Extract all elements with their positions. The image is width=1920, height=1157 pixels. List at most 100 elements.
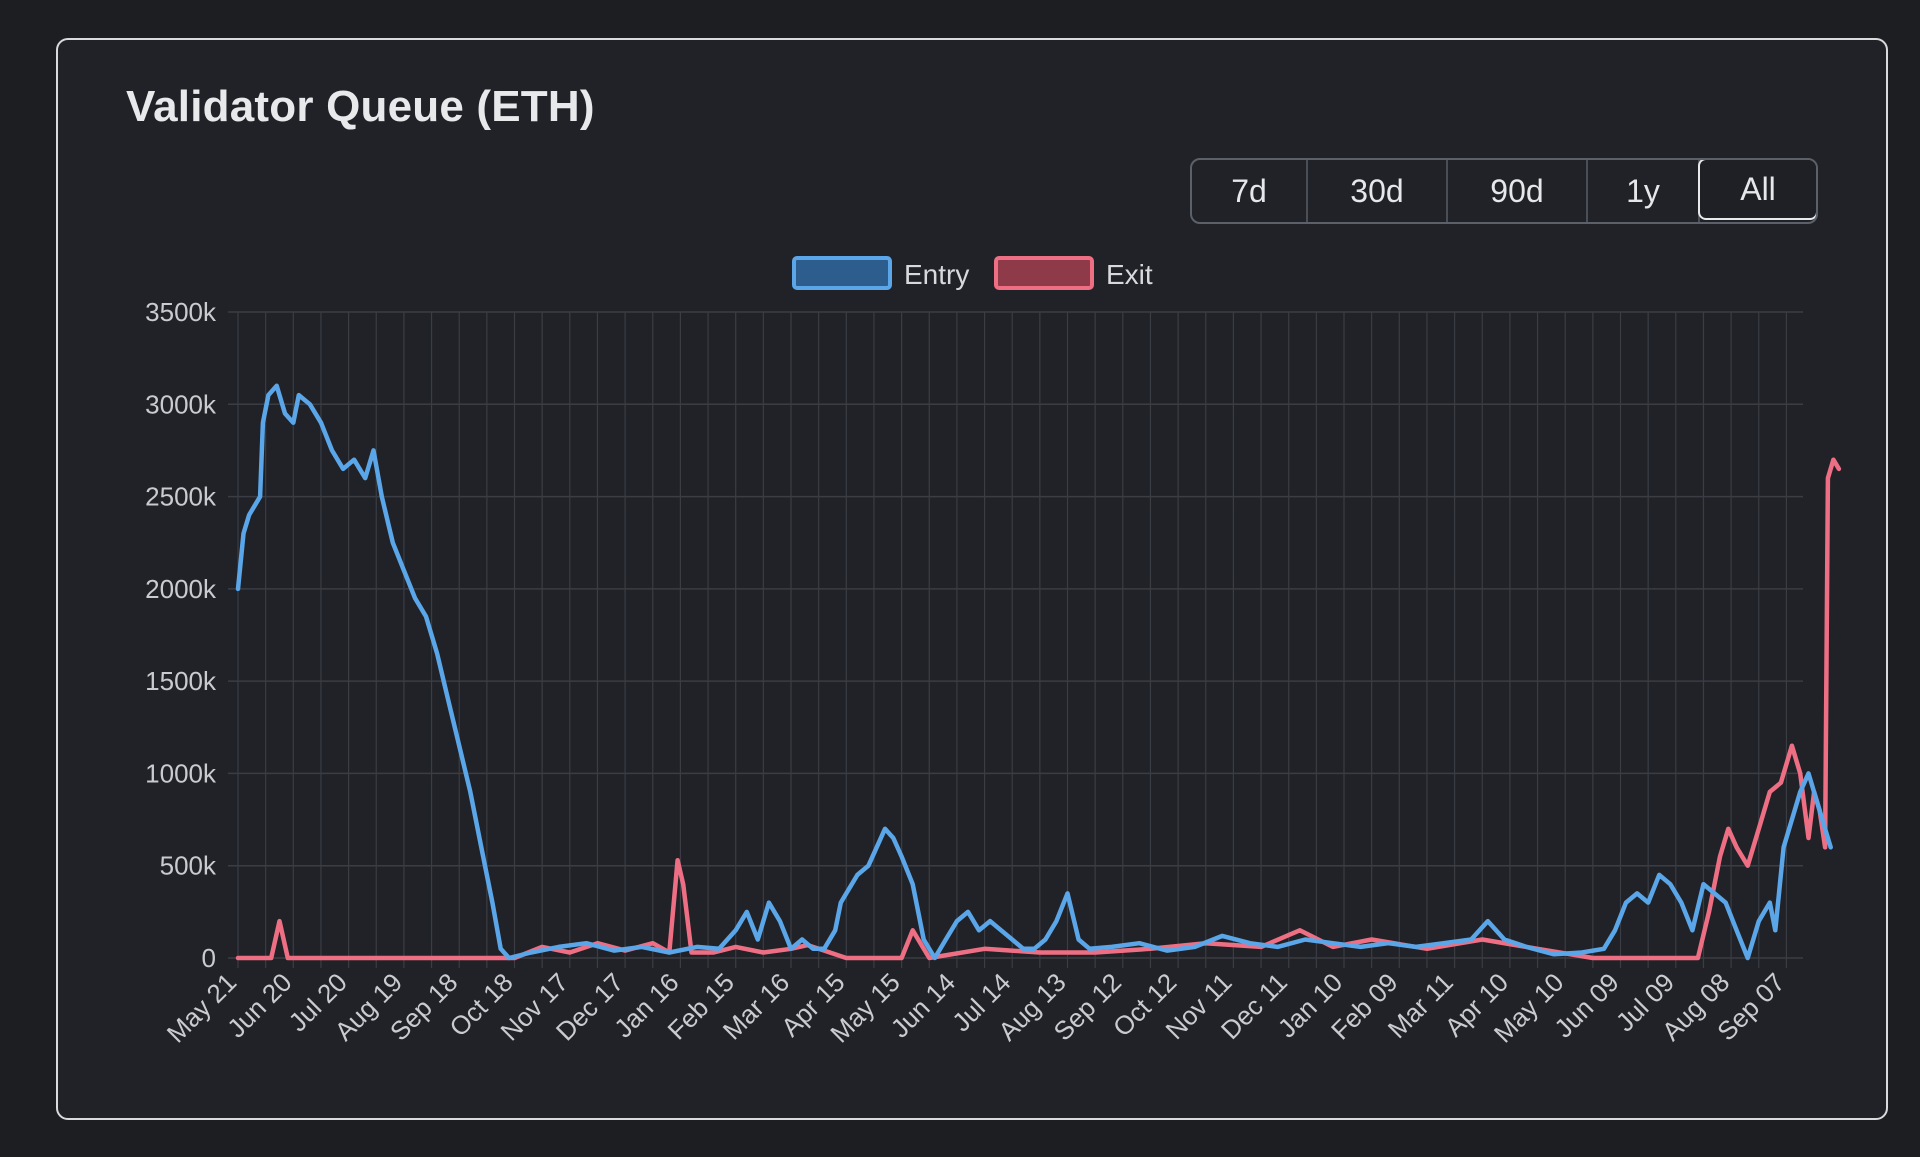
data-point-entry	[1276, 945, 1280, 949]
x-tick-label: Jun 09	[1548, 967, 1624, 1043]
data-point-entry	[839, 901, 843, 905]
x-tick-label: May 21	[161, 967, 243, 1049]
range-all-button[interactable]: All	[1698, 160, 1816, 220]
data-point-exit	[1779, 781, 1783, 785]
data-point-entry	[933, 956, 937, 960]
data-point-entry	[1657, 873, 1661, 877]
data-point-entry	[457, 744, 461, 748]
data-point-entry	[900, 855, 904, 858]
validator-queue-chart: Entry Exit 0 500k 1000k 1500k 2000k 2500k 3000k…	[145, 256, 1842, 1049]
chart-legend: Entry Exit	[792, 256, 1153, 290]
data-point-entry	[1702, 882, 1705, 886]
data-point-exit	[1726, 827, 1730, 831]
data-point-entry	[1010, 938, 1014, 941]
data-point-exit	[927, 956, 931, 960]
data-point-entry	[1331, 941, 1335, 945]
data-point-entry	[1829, 845, 1833, 849]
data-point-entry	[612, 949, 616, 953]
y-axis: 0 500k 1000k 1500k 2000k 2500k 3000k 3500k	[145, 297, 217, 973]
data-point-entry	[911, 882, 915, 886]
data-point-entry	[1165, 949, 1169, 953]
data-point-entry	[391, 541, 395, 545]
data-point-entry	[363, 476, 367, 480]
data-point-entry	[242, 532, 245, 535]
data-point-exit	[236, 956, 240, 960]
data-point-entry	[352, 458, 356, 462]
range-30d-button[interactable]: 30d	[1308, 160, 1448, 222]
data-point-entry	[667, 951, 671, 954]
data-point-entry	[1668, 882, 1672, 886]
data-point-exit	[1826, 476, 1830, 480]
data-point-entry	[1525, 945, 1528, 949]
data-point-entry	[1757, 919, 1761, 923]
data-point-entry	[258, 495, 262, 499]
data-point-entry	[977, 928, 981, 932]
data-point-entry	[1043, 938, 1047, 941]
legend-swatch-entry[interactable]	[792, 256, 892, 290]
data-point-entry	[811, 947, 815, 951]
data-point-entry	[1386, 941, 1390, 945]
data-point-entry	[875, 845, 879, 849]
data-point-entry	[789, 947, 793, 951]
data-point-entry	[833, 928, 837, 932]
y-tick-label: 2000k	[145, 574, 217, 604]
data-point-exit	[1823, 845, 1827, 849]
range-90d-button[interactable]: 90d	[1448, 160, 1588, 222]
data-point-entry	[1690, 928, 1694, 932]
data-point-exit	[690, 951, 693, 954]
data-point-exit	[1707, 910, 1711, 914]
data-point-entry	[1552, 952, 1556, 956]
data-point-entry	[1414, 945, 1418, 949]
data-point-entry	[756, 938, 760, 941]
data-point-exit	[734, 945, 738, 949]
data-point-exit	[1768, 790, 1772, 794]
data-point-exit	[1735, 845, 1739, 849]
data-point-entry	[1646, 901, 1650, 905]
data-point-entry	[283, 412, 287, 415]
data-point-entry	[330, 448, 334, 452]
data-point-entry	[1248, 941, 1252, 945]
data-point-entry	[1602, 947, 1606, 951]
data-point-exit	[1807, 836, 1810, 840]
data-point-exit	[1480, 938, 1484, 941]
data-point-exit	[1757, 827, 1761, 831]
data-point-exit	[1674, 956, 1678, 960]
data-point-entry	[319, 421, 323, 425]
data-point-exit	[1038, 951, 1042, 954]
data-point-exit	[1298, 928, 1302, 932]
data-point-entry	[955, 919, 959, 923]
data-point-entry	[767, 901, 771, 905]
data-point-entry	[247, 513, 251, 517]
data-point-entry	[1746, 956, 1750, 960]
data-point-entry	[695, 945, 699, 949]
data-point-entry	[855, 873, 859, 877]
data-point-entry	[1442, 941, 1445, 945]
legend-label-exit[interactable]: Exit	[1106, 259, 1153, 290]
data-point-entry	[479, 845, 483, 849]
data-point-entry	[380, 495, 384, 499]
data-point-entry	[999, 928, 1003, 932]
data-point-entry	[529, 951, 533, 954]
data-point-entry	[883, 827, 887, 831]
data-point-entry	[1613, 928, 1617, 932]
data-point-entry	[1635, 891, 1639, 895]
series-line-exit	[235, 457, 1842, 961]
data-point-entry	[1088, 947, 1092, 951]
data-point-exit	[1798, 771, 1802, 775]
x-tick-label: Jun 14	[885, 967, 961, 1043]
data-point-entry	[413, 596, 417, 600]
legend-swatch-exit[interactable]	[994, 256, 1094, 290]
data-point-entry	[1469, 938, 1473, 941]
data-point-entry	[1502, 938, 1506, 941]
data-point-entry	[1773, 928, 1777, 932]
y-tick-label: 3500k	[145, 297, 217, 327]
legend-label-entry[interactable]: Entry	[904, 259, 969, 290]
data-point-entry	[734, 928, 738, 932]
page-title: Validator Queue (ETH)	[126, 82, 595, 131]
time-range-selector: 7d 30d 90d 1y All	[1190, 158, 1818, 224]
data-point-entry	[402, 568, 406, 572]
range-7d-button[interactable]: 7d	[1192, 160, 1308, 222]
data-point-entry	[922, 938, 926, 941]
data-point-exit	[844, 956, 848, 960]
data-point-entry	[1054, 919, 1058, 923]
